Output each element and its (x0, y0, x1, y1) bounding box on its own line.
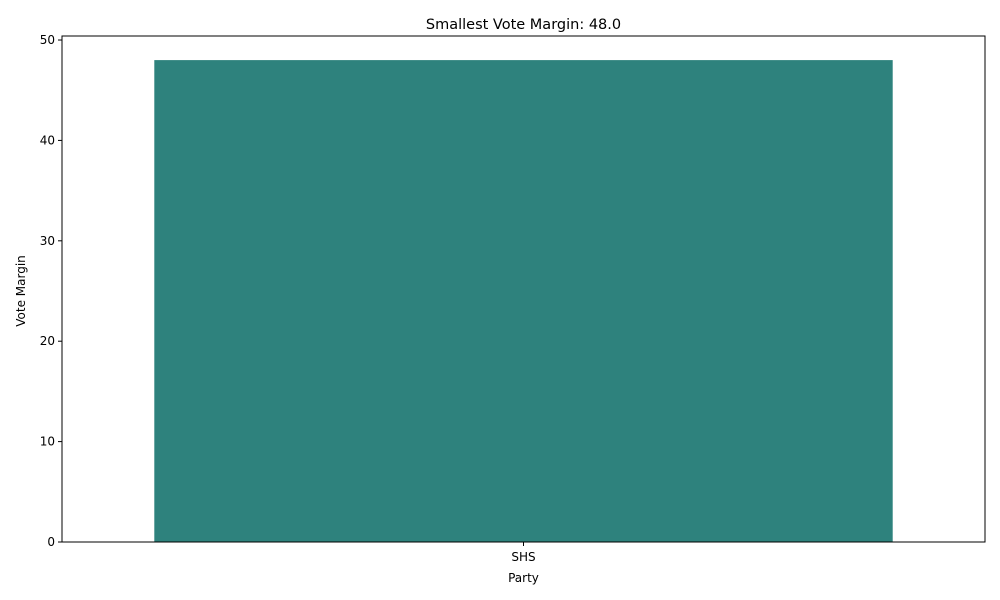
chart-title: Smallest Vote Margin: 48.0 (426, 17, 621, 33)
x-tick-label: SHS (511, 550, 535, 564)
y-tick-label: 30 (40, 234, 55, 248)
y-tick-label: 0 (47, 535, 55, 549)
y-tick-label: 40 (40, 133, 55, 147)
y-tick-label: 10 (40, 435, 55, 449)
x-axis-label: Party (508, 571, 539, 585)
plot-frame (61, 35, 986, 543)
bar-shs (154, 60, 893, 542)
y-tick-label: 20 (40, 334, 55, 348)
y-tick-label: 50 (40, 33, 55, 47)
y-axis: 0 10 20 30 40 50 (40, 33, 62, 549)
x-axis: SHS (511, 542, 536, 564)
bars-group (154, 60, 893, 542)
y-axis-label: Vote Margin (14, 255, 28, 327)
